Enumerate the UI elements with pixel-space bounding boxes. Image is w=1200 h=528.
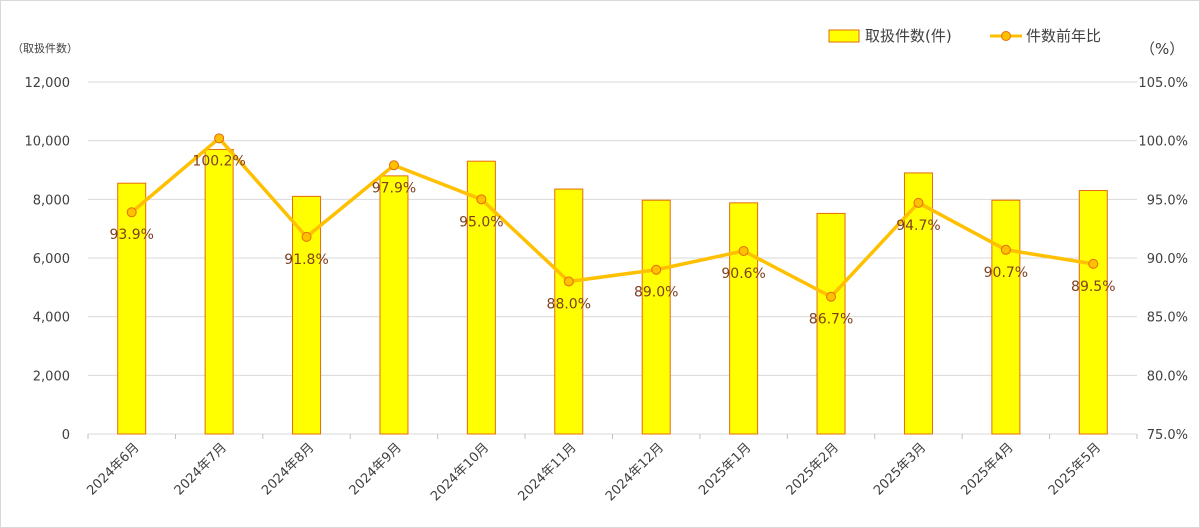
y-left-tick-label: 8,000 <box>33 193 70 208</box>
line-point <box>826 291 837 302</box>
data-label: 97.9% <box>372 180 416 196</box>
data-label: 95.0% <box>459 214 503 230</box>
line-point <box>738 245 749 256</box>
y-axis-left: 0 2,000 4,000 6,000 8,000 10,000 12,000 <box>25 76 71 443</box>
line-point <box>1000 244 1011 255</box>
y-left-tick-label: 6,000 <box>33 252 70 267</box>
y-right-tick-label: 95.0% <box>1147 193 1188 208</box>
y-left-tick-label: 10,000 <box>25 135 71 150</box>
y-right-tick-label: 90.0% <box>1147 252 1188 267</box>
data-label: 89.5% <box>1071 279 1115 295</box>
yoy-line <box>130 136 1094 299</box>
bar <box>729 202 759 435</box>
y-right-tick-label: 100.0% <box>1138 135 1188 150</box>
bar <box>554 188 584 435</box>
bar <box>117 182 147 435</box>
data-label: 90.6% <box>721 266 765 282</box>
bar <box>903 172 933 435</box>
data-label: 91.8% <box>284 252 328 268</box>
y-right-tick-label: 80.0% <box>1147 369 1188 384</box>
line-point <box>126 207 137 218</box>
data-label: 90.7% <box>984 265 1028 281</box>
y-right-tick-label: 75.0% <box>1147 428 1188 443</box>
legend: 取扱件数(件) 件数前年比 <box>828 27 1101 45</box>
y-left-tick-label: 0 <box>62 428 70 443</box>
y-left-unit-label: （取扱件数） <box>12 41 78 55</box>
data-label: 86.7% <box>809 312 853 328</box>
line-point <box>388 160 399 171</box>
y-axis-right: 75.0% 80.0% 85.0% 90.0% 95.0% 100.0% 105.0% <box>1138 76 1188 443</box>
line-point <box>301 231 312 242</box>
bar <box>816 212 846 435</box>
legend-line-label: 件数前年比 <box>1026 27 1101 45</box>
legend-bar-swatch <box>828 29 860 43</box>
data-label: 89.0% <box>634 285 678 301</box>
data-label: 100.2% <box>192 153 245 169</box>
line-point <box>651 264 662 275</box>
line-point <box>913 197 924 208</box>
data-label: 94.7% <box>896 218 940 234</box>
bar <box>204 148 234 435</box>
y-left-tick-label: 2,000 <box>33 369 70 384</box>
y-right-tick-label: 85.0% <box>1147 311 1188 326</box>
legend-bar-label: 取扱件数(件) <box>865 27 952 45</box>
line-point <box>563 276 574 287</box>
y-left-tick-label: 12,000 <box>25 76 71 91</box>
data-labels: 93.9% 100.2% 91.8% 97.9% 95.0% 88.0% 89.0% 90.6… <box>109 153 1115 327</box>
bar <box>379 175 409 435</box>
line-point <box>476 194 487 205</box>
line-point <box>214 133 225 144</box>
data-label: 93.9% <box>109 227 153 243</box>
line-series <box>126 133 1099 302</box>
bar <box>991 199 1021 435</box>
y-right-unit-label: （%） <box>1140 40 1184 58</box>
line-point <box>1088 258 1099 269</box>
bar-series <box>117 148 1108 435</box>
y-right-tick-label: 105.0% <box>1138 76 1188 91</box>
legend-line-marker <box>1001 31 1011 41</box>
bar <box>1078 190 1108 435</box>
data-label: 88.0% <box>547 296 591 312</box>
y-left-tick-label: 4,000 <box>33 311 70 326</box>
bar <box>641 199 671 435</box>
